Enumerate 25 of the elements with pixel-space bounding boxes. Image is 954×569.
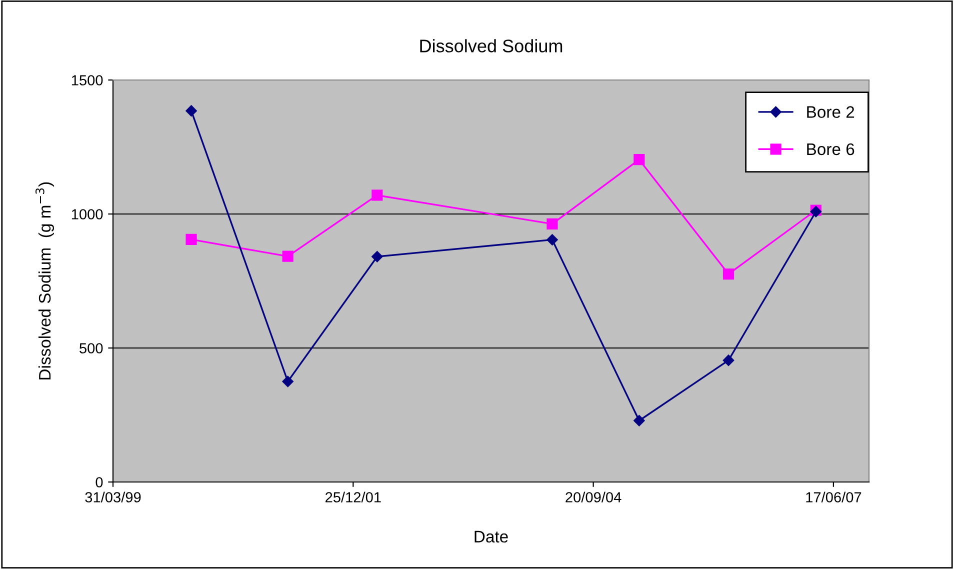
point — [546, 218, 558, 230]
x-tick-label: 17/06/07 — [806, 492, 862, 502]
chart-title: Dissolved Sodium — [420, 39, 562, 52]
y-tick-label: 500 — [80, 343, 103, 354]
point — [722, 268, 734, 280]
point — [372, 190, 383, 201]
x-tick-label: 20/09/04 — [566, 492, 622, 502]
point — [546, 234, 558, 246]
x-axis-title: Date — [474, 530, 508, 543]
point — [372, 251, 383, 262]
x-tick-label: 25/12/01 — [326, 492, 381, 502]
point — [282, 376, 294, 388]
point — [722, 354, 734, 366]
point — [186, 105, 197, 116]
point — [186, 234, 197, 246]
x-tick-label: 31/03/99 — [85, 492, 141, 502]
point — [634, 154, 645, 166]
y-axis-title: Dissolved Sodium (g m$^{−3}$) — [36, 182, 54, 380]
y-tick-label: 1500 — [72, 75, 103, 86]
y-tick-label: 0 — [96, 477, 103, 488]
legend-label: Bore 2 — [807, 106, 854, 118]
legend-label: Bore 6 — [807, 143, 854, 156]
y-tick-label: 1000 — [72, 209, 103, 220]
point — [634, 415, 645, 426]
point — [282, 250, 294, 262]
